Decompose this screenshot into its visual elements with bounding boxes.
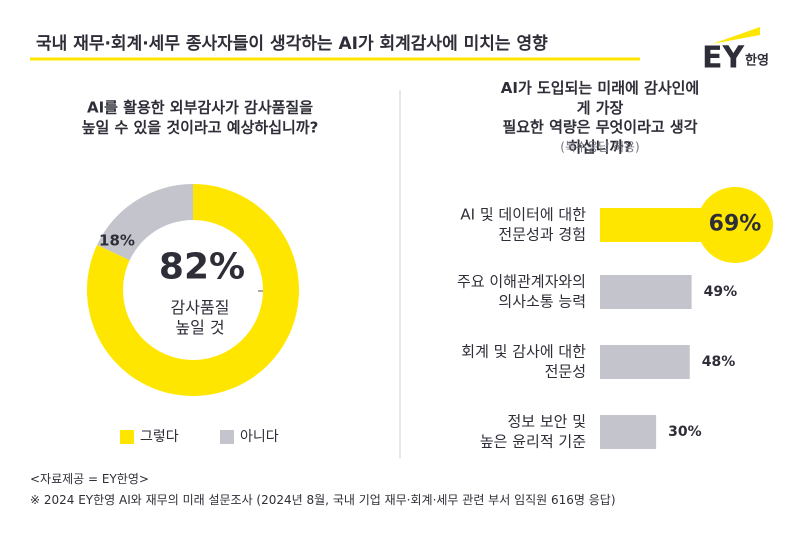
legend-swatch [120,430,134,444]
logo: EY [702,40,745,76]
value-label: 49% [703,283,738,300]
chart-subtitle: (복수응답 허용) [560,140,640,155]
category-label: 회계 및 감사에 대한 전문성 [461,342,586,381]
legend-label: 아니다 [240,428,279,445]
highlight-circle [697,187,774,263]
category-label: 정보 보안 및 높은 윤리적 기준 [479,412,586,451]
category-label: 주요 이해관계자와의 의사소통 능력 [457,272,586,311]
chart-title: AI를 활용한 외부감사가 감사품질을 높일 수 있을 것이라고 예상하십니까? [81,98,319,137]
logo-sub: 한영 [745,53,769,69]
value-label: 30% [668,423,702,440]
page-title: 국내 재무·회계·세무 종사자들이 생각하는 AI가 회계감사에 미치는 영향 [36,33,548,54]
donut-segment [97,184,193,261]
value-label: 69% [708,211,762,237]
footer-note: ※ 2024 EY한영 AI와 재무의 미래 설문조사 (2024년 8월, 국… [30,493,616,508]
logo-beam [712,27,760,44]
center-value: 82% [158,246,246,288]
footer-source: <자료제공 = EY한영> [30,472,149,487]
donut-segment [86,184,300,397]
legend-label: 그렇다 [140,428,179,445]
bar [600,415,657,449]
value-label: 48% [701,353,736,370]
value-label: 18% [99,231,135,250]
legend-swatch [220,430,234,444]
bar [600,345,690,379]
category-label: AI 및 데이터에 대한 전문성과 경험 [460,205,586,244]
chart-title: AI가 도입되는 미래에 감사인에게 가장 필요한 역량은 무엇이라고 생각하십… [500,79,700,156]
center-label: 감사품질 높일 것 [170,298,230,337]
bar [600,275,692,309]
